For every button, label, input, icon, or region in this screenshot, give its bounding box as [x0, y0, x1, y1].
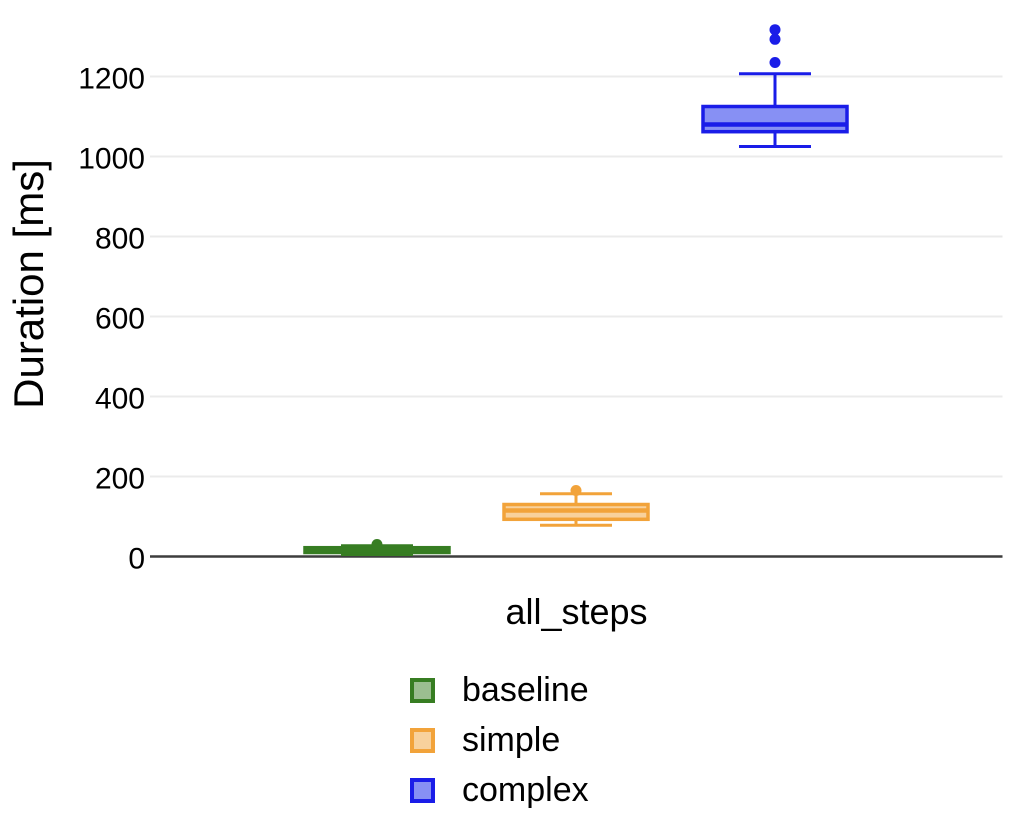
legend-label: baseline	[462, 671, 589, 709]
legend: baseline simple complex	[410, 665, 589, 815]
legend-item-simple: simple	[410, 715, 589, 765]
y-tick-label: 0	[128, 543, 145, 576]
outlier-dot	[769, 33, 781, 45]
outlier-dot	[570, 485, 582, 496]
legend-swatch-complex	[410, 777, 435, 803]
legend-item-baseline: baseline	[410, 665, 589, 715]
y-tick-label: 800	[95, 223, 145, 256]
y-tick-label: 400	[95, 383, 145, 416]
boxplot-chart: 0 200 400 600 800 1000 1200	[78, 24, 1003, 576]
outlier-dot	[769, 24, 781, 36]
box-complex	[701, 104, 849, 134]
legend-swatch-baseline	[410, 677, 435, 703]
y-axis-title: Duration [ms]	[5, 159, 52, 409]
outlier-dot	[371, 539, 383, 550]
y-tick-label: 200	[95, 463, 145, 496]
x-axis-label: all_steps	[505, 591, 648, 632]
y-tick-label: 600	[95, 303, 145, 336]
y-tick-label: 1000	[78, 143, 145, 176]
legend-label: complex	[462, 771, 589, 809]
legend-swatch-simple	[410, 727, 435, 753]
y-tick-label: 1200	[78, 63, 145, 96]
legend-item-complex: complex	[410, 765, 589, 815]
legend-label: simple	[462, 721, 561, 759]
outlier-dot	[769, 57, 781, 68]
